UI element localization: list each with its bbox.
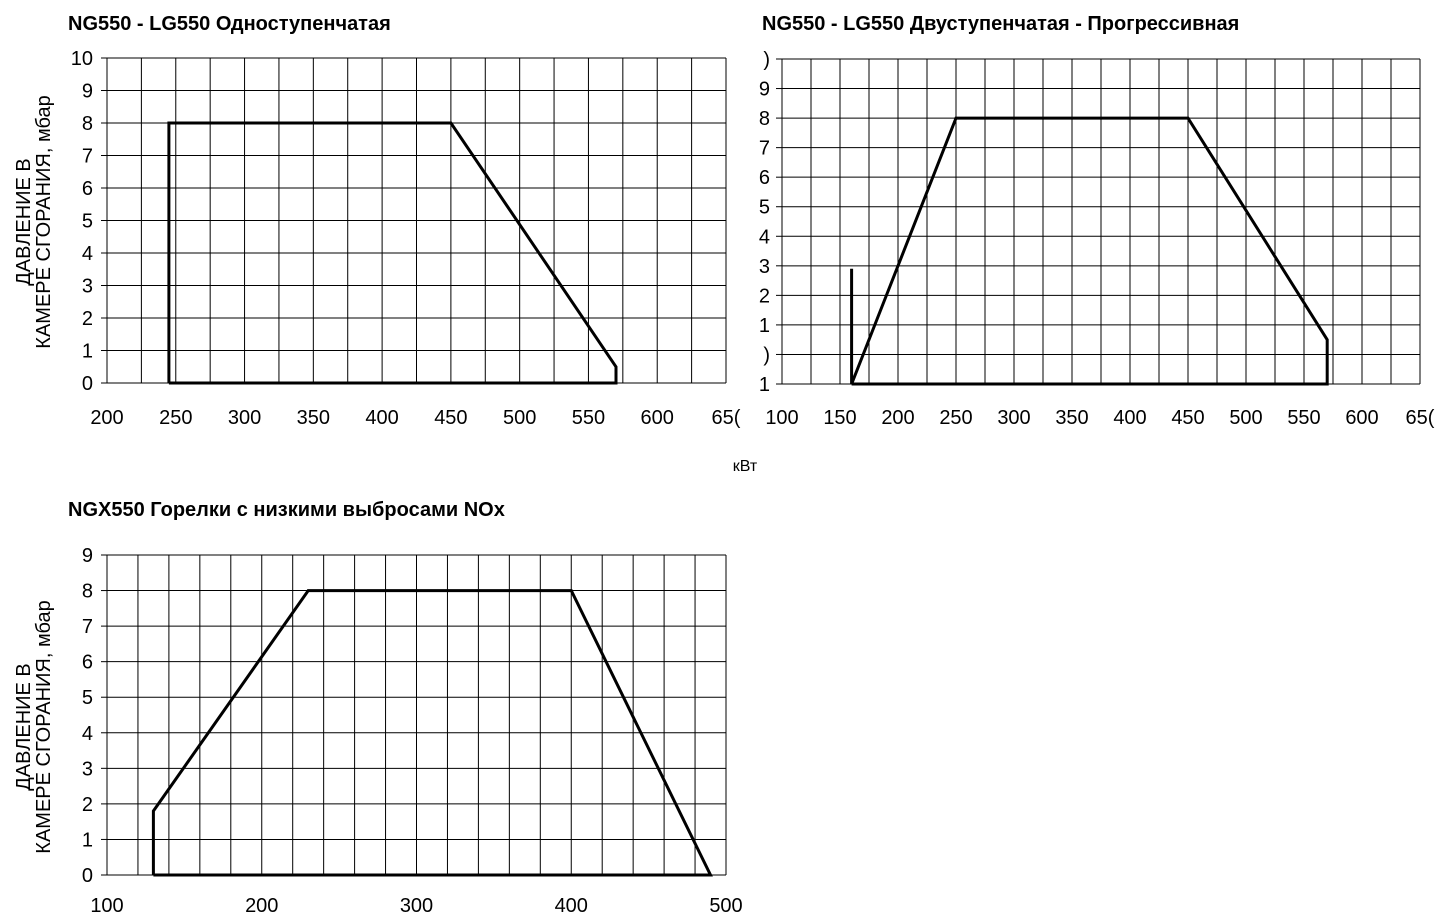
y-tick-label: 8 xyxy=(82,113,93,135)
x-tick-label: 65( xyxy=(712,407,741,429)
x-axis-unit-label: кВт xyxy=(733,458,758,475)
y-tick-label: 2 xyxy=(82,794,93,816)
y-tick-label: ) xyxy=(763,344,770,366)
y-tick-label: 6 xyxy=(82,178,93,200)
y-tick-label: 3 xyxy=(82,758,93,780)
y-axis-label-line1: ДАВЛЕНИЕ В xyxy=(13,663,35,791)
x-tick-label: 400 xyxy=(365,407,398,429)
chart-low-nox: NGX550 Горелки с низкими выбросами NOx 1… xyxy=(13,499,743,917)
x-tick-label: 300 xyxy=(400,895,433,917)
x-tick-label: 550 xyxy=(572,407,605,429)
y-tick-label: 10 xyxy=(71,48,93,70)
y-tick-label: 0 xyxy=(82,865,93,887)
x-tick-label: 350 xyxy=(1055,407,1088,429)
series-line-envelope xyxy=(151,589,713,877)
chart-single-stage: NG550 - LG550 Одноступенчатая 200 250 300 3… xyxy=(13,13,741,429)
x-tick-label: 500 xyxy=(503,407,536,429)
y-tick-label: 1 xyxy=(759,315,770,337)
y-tick-label: 1 xyxy=(759,374,770,396)
y-axis-label-line1: ДАВЛЕНИЕ В xyxy=(13,158,35,286)
y-tick-label: 9 xyxy=(759,79,770,101)
y-tick-label: 5 xyxy=(82,687,93,709)
chart-title: NG550 - LG550 Одноступенчатая xyxy=(68,13,391,35)
y-tick-label: 7 xyxy=(82,146,93,168)
x-tick-label: 200 xyxy=(881,407,914,429)
y-tick-label: 5 xyxy=(82,211,93,233)
x-tick-label: 600 xyxy=(641,407,674,429)
chart-title: NG550 - LG550 Двуступенчатая - Прогресси… xyxy=(762,13,1239,35)
y-tick-label: 9 xyxy=(82,81,93,103)
x-tick-label: 150 xyxy=(823,407,856,429)
x-tick-label: 100 xyxy=(90,895,123,917)
x-tick-label: 300 xyxy=(997,407,1030,429)
x-tick-label: 600 xyxy=(1345,407,1378,429)
x-tick-label: 450 xyxy=(1171,407,1204,429)
chart-two-stage-progressive: NG550 - LG550 Двуступенчатая - Прогресси… xyxy=(733,13,1435,475)
y-tick-label: 7 xyxy=(82,616,93,638)
y-axis-label-line2: КАМЕРЕ СГОРАНИЯ, мбар xyxy=(33,95,55,348)
y-tick-label: 8 xyxy=(82,581,93,603)
x-tick-label: 350 xyxy=(297,407,330,429)
x-tick-label: 100 xyxy=(765,407,798,429)
y-tick-label: 4 xyxy=(82,243,93,265)
y-tick-label: 2 xyxy=(82,308,93,330)
x-tick-label: 65( xyxy=(1406,407,1435,429)
x-tick-label: 250 xyxy=(159,407,192,429)
x-tick-label: 400 xyxy=(1113,407,1146,429)
x-tick-label: 500 xyxy=(709,895,742,917)
series-line-envelope xyxy=(167,121,618,385)
y-tick-label: 6 xyxy=(759,167,770,189)
y-tick-label: 4 xyxy=(759,226,770,248)
y-tick-label: 0 xyxy=(82,373,93,395)
chart-title: NGX550 Горелки с низкими выбросами NOx xyxy=(68,499,505,521)
x-tick-label: 500 xyxy=(1229,407,1262,429)
x-tick-label: 450 xyxy=(434,407,467,429)
x-tick-label: 250 xyxy=(939,407,972,429)
y-tick-label: 1 xyxy=(82,829,93,851)
x-tick-label: 200 xyxy=(245,895,278,917)
y-tick-label: 6 xyxy=(82,652,93,674)
y-tick-label: 8 xyxy=(759,108,770,130)
y-tick-label: ) xyxy=(763,49,770,71)
y-tick-label: 7 xyxy=(759,138,770,160)
y-tick-label: 1 xyxy=(82,341,93,363)
x-tick-label: 550 xyxy=(1287,407,1320,429)
y-tick-label: 9 xyxy=(82,545,93,567)
y-tick-label: 3 xyxy=(759,256,770,278)
y-tick-label: 3 xyxy=(82,276,93,298)
x-tick-label: 200 xyxy=(90,407,123,429)
y-tick-label: 2 xyxy=(759,285,770,307)
x-tick-label: 400 xyxy=(555,895,588,917)
y-tick-label: 4 xyxy=(82,723,93,745)
y-axis-label-line2: КАМЕРЕ СГОРАНИЯ, мбар xyxy=(33,600,55,853)
series-line-envelope xyxy=(850,116,1329,386)
y-tick-label: 5 xyxy=(759,197,770,219)
x-tick-label: 300 xyxy=(228,407,261,429)
